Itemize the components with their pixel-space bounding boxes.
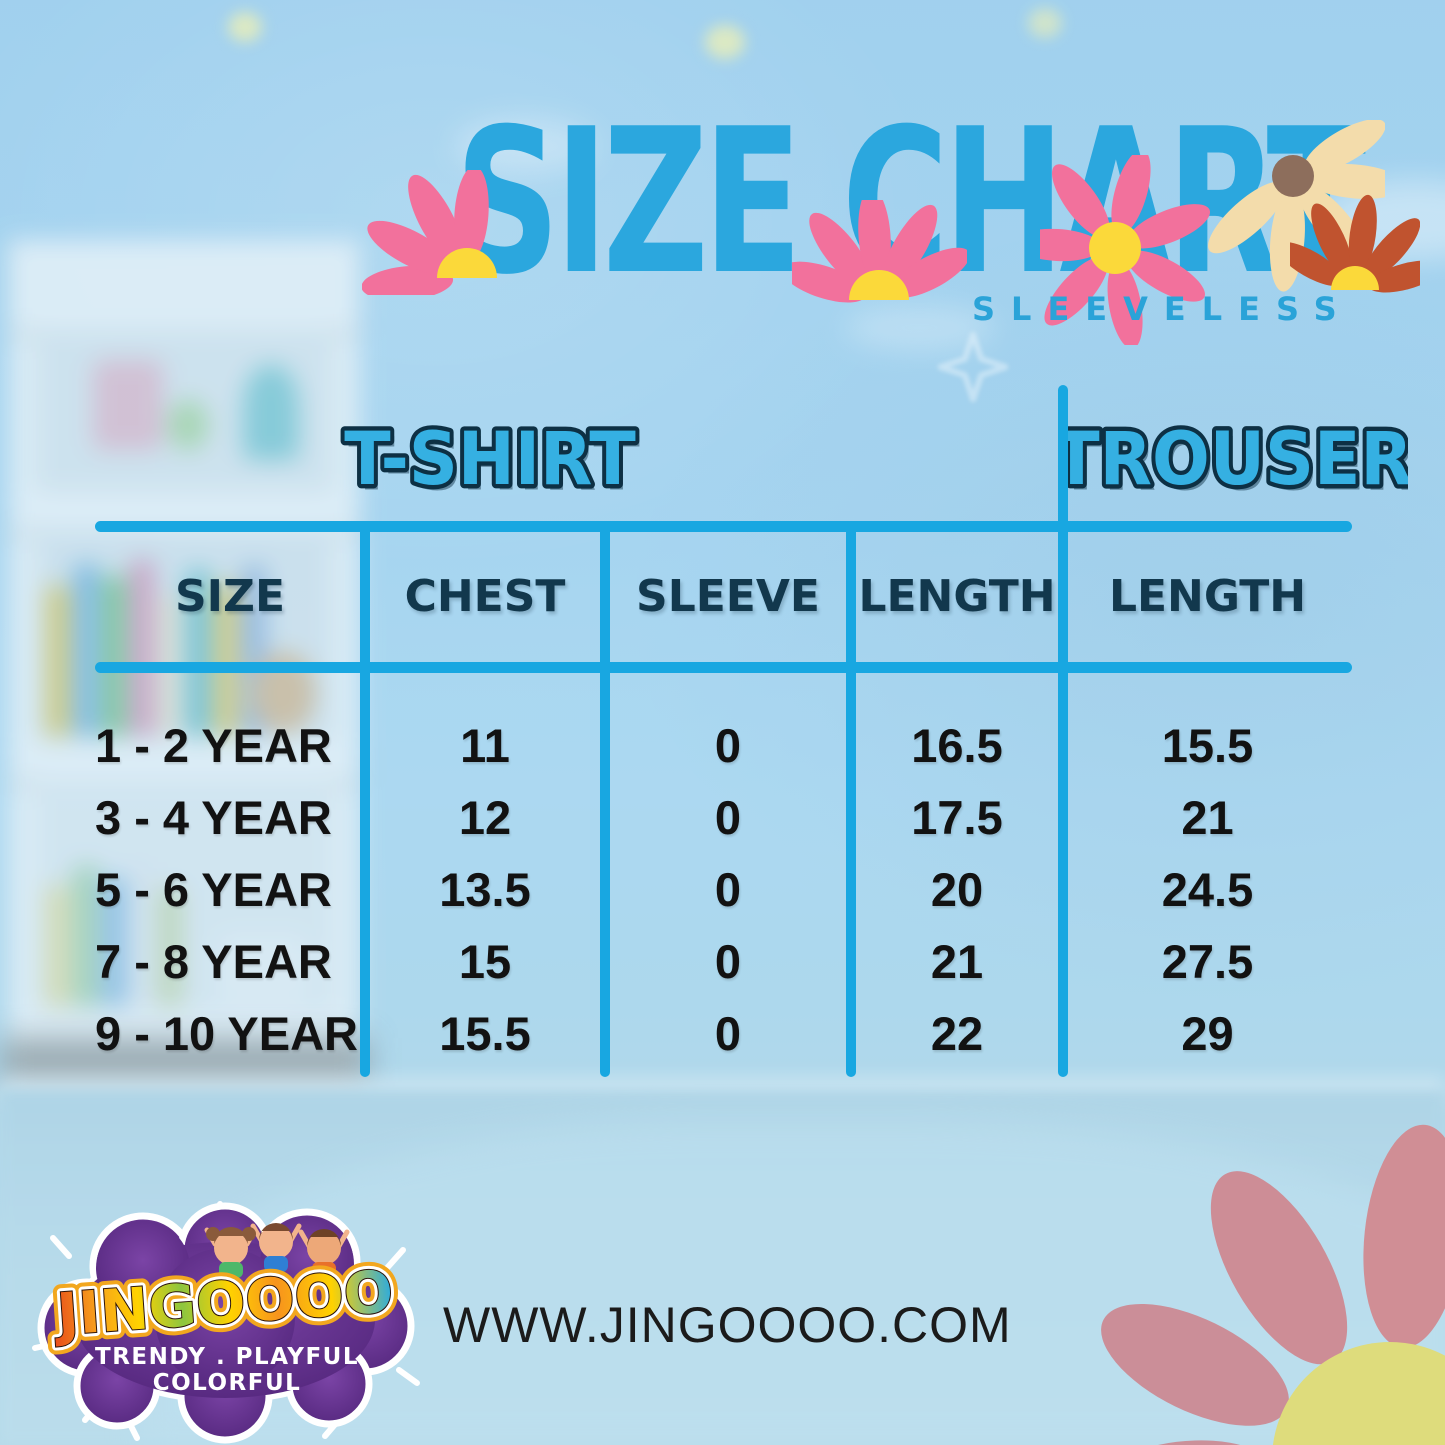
rust-daisy-icon xyxy=(1290,194,1420,293)
svg-text:TROUSER: TROUSER xyxy=(1058,421,1408,507)
star-outline-icon xyxy=(938,332,1008,402)
trouser-length-cell: 29 xyxy=(1181,1006,1234,1060)
table-row: 9 - 10 YEAR 15.5 0 22 29 xyxy=(95,997,1352,1069)
length-cell: 22 xyxy=(930,1006,984,1060)
toy-box xyxy=(218,934,308,1004)
svg-text:T-SHIRT: T-SHIRT xyxy=(348,421,639,507)
table-row: 5 - 6 YEAR 13.5 0 20 24.5 xyxy=(95,853,1352,925)
shelf-shadow xyxy=(0,1038,368,1082)
chest-cell: 11 xyxy=(460,718,510,772)
corner-flower-icon xyxy=(1086,1124,1445,1445)
table-divider-trouser xyxy=(1058,385,1068,1077)
trouser-length-cell: 24.5 xyxy=(1161,862,1254,916)
sleeve-cell: 0 xyxy=(714,790,742,844)
table-row: 3 - 4 YEAR 12 0 17.5 21 xyxy=(95,781,1352,853)
chest-cell: 13.5 xyxy=(439,862,531,916)
star-decal-icon xyxy=(705,25,745,59)
length-cell: 17.5 xyxy=(911,790,1003,844)
table-line-vertical xyxy=(360,526,370,1077)
table-body: 1 - 2 YEAR 11 0 16.5 15.5 3 - 4 YEAR 12 … xyxy=(95,709,1352,1069)
kids-icon xyxy=(204,1223,350,1278)
svg-text:TROUSER: TROUSER xyxy=(1058,416,1408,502)
size-cell: 9 - 10 YEAR xyxy=(95,1006,358,1060)
column-header-chest: CHEST xyxy=(404,570,566,622)
logo-tagline-line1: TRENDY . PLAYFUL xyxy=(95,1344,359,1370)
size-cell: 1 - 2 YEAR xyxy=(95,718,332,772)
star-decal-icon xyxy=(1028,8,1062,38)
length-cell: 16.5 xyxy=(911,718,1003,772)
column-header-length: LENGTH xyxy=(858,570,1056,622)
tshirt-group-header: T-SHIRT T-SHIRT xyxy=(340,412,640,508)
cloud-decal-icon xyxy=(455,118,595,174)
logo-tagline-line2: COLORFUL xyxy=(153,1370,302,1396)
daisy-flower-icon xyxy=(792,200,967,303)
sleeve-cell: 0 xyxy=(714,718,742,772)
column-header-trouser-length: LENGTH xyxy=(1108,570,1307,622)
trouser-length-cell: 21 xyxy=(1181,790,1234,844)
jingoooo-logo: JINGOOOO JINGOOOO JINGOOOO TRENDY . PLAY… xyxy=(32,1201,420,1444)
chest-cell: 12 xyxy=(458,790,512,844)
size-cell: 7 - 8 YEAR xyxy=(95,934,332,988)
column-header-sleeve: SLEEVE xyxy=(636,570,820,622)
toy xyxy=(168,400,208,450)
sleeve-cell: 0 xyxy=(714,1006,742,1060)
length-cell: 21 xyxy=(930,934,984,988)
chest-cell: 15 xyxy=(458,934,512,988)
daisy-flower-icon xyxy=(362,170,497,295)
length-cell: 20 xyxy=(930,862,984,916)
website-url: WWW.JINGOOOO.COM xyxy=(443,1297,1012,1353)
toy-tent xyxy=(243,365,299,460)
table-line-vertical xyxy=(600,526,610,1077)
books xyxy=(46,864,182,1006)
daisy-flower-icon xyxy=(1040,155,1210,345)
table-row: 7 - 8 YEAR 15 0 21 27.5 xyxy=(95,925,1352,997)
sleeve-cell: 0 xyxy=(714,862,742,916)
size-cell: 5 - 6 YEAR xyxy=(95,862,332,916)
picture-frame xyxy=(93,360,163,450)
books xyxy=(46,560,266,736)
table-line-vertical xyxy=(846,526,856,1077)
sleeve-cell: 0 xyxy=(714,934,742,988)
table-row: 1 - 2 YEAR 11 0 16.5 15.5 xyxy=(95,709,1352,781)
size-cell: 3 - 4 YEAR xyxy=(95,790,332,844)
table-line-horizontal-bottom xyxy=(95,662,1352,673)
trouser-group-header: TROUSER TROUSER xyxy=(1058,412,1408,508)
column-header-size: SIZE xyxy=(174,570,286,622)
star-decal-icon xyxy=(228,12,262,42)
chest-cell: 15.5 xyxy=(439,1006,531,1060)
table-header-row: SIZE CHEST SLEEVE LENGTH LENGTH xyxy=(95,560,1352,632)
trouser-length-cell: 15.5 xyxy=(1161,718,1254,772)
trouser-length-cell: 27.5 xyxy=(1161,934,1254,988)
table-line-horizontal-top xyxy=(95,521,1352,532)
svg-text:T-SHIRT: T-SHIRT xyxy=(344,416,635,502)
subtitle: SLEEVELESS xyxy=(972,290,1353,328)
